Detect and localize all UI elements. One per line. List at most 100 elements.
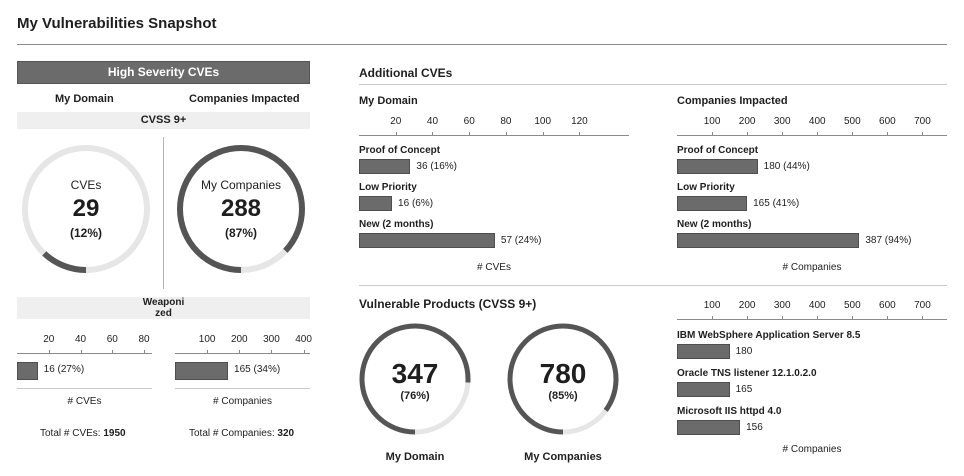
- bar: [677, 382, 730, 397]
- category-label: Oracle TNS listener 12.1.0.2.0: [677, 368, 817, 379]
- x-tick-mark: [747, 316, 749, 320]
- high-severity-banner: High Severity CVEs: [17, 61, 310, 84]
- x-tick-label: 600: [879, 300, 896, 311]
- x-tick-label: 80: [500, 116, 512, 127]
- x-axis-line: [677, 135, 947, 136]
- x-tick-label: 300: [773, 116, 791, 127]
- x-tick-label: 400: [808, 300, 826, 311]
- x-axis-line: [677, 319, 947, 320]
- donut-cves-value: 29: [72, 195, 100, 222]
- donut-products-domain-arc: [359, 323, 471, 435]
- x-tick-label: 300: [773, 300, 791, 311]
- x-tick-mark: [395, 132, 397, 136]
- x-tick-mark: [817, 132, 819, 136]
- additional-my-domain-title: My Domain: [359, 95, 418, 107]
- x-tick-label: 60: [463, 116, 475, 127]
- additional-companies-title: Companies Impacted: [677, 95, 788, 107]
- category-label: Low Priority: [677, 182, 735, 193]
- x-tick-mark: [112, 350, 114, 354]
- weap-companies-axis-label: # Companies: [213, 396, 272, 407]
- bar: [677, 159, 758, 174]
- additional-domain-chart: 20 40 60 80 100 120 Proof of Concept 36 (16%) Lo…: [359, 116, 629, 256]
- x-tick-label: 500: [843, 300, 861, 311]
- bar: [175, 362, 229, 380]
- x-tick-label: 80: [138, 334, 150, 345]
- x-tick-mark: [782, 316, 784, 320]
- donut-companies-pct: (87%): [224, 226, 257, 240]
- donut-products-domain: [359, 323, 471, 435]
- x-tick-mark: [712, 132, 714, 136]
- weaponized-band-line1: Weaponi: [142, 297, 185, 308]
- x-tick-label: 60: [106, 334, 118, 345]
- x-tick-label: 400: [808, 116, 826, 127]
- x-tick-mark: [271, 350, 273, 354]
- category-label: IBM WebSphere Application Server 8.5: [677, 330, 861, 341]
- category-label: Microsoft IIS httpd 4.0: [677, 406, 782, 417]
- x-tick-mark: [48, 350, 50, 354]
- x-tick-mark: [922, 316, 924, 320]
- x-tick-label: 100: [534, 116, 552, 127]
- x-tick-mark: [303, 350, 305, 354]
- donut-companies-value: 288: [220, 195, 262, 222]
- total-cves: Total # CVEs: 1950: [40, 428, 126, 439]
- donut-products-companies: [507, 323, 619, 435]
- products-companies-pct: (85%): [548, 390, 578, 402]
- products-domain-pct: (76%): [400, 390, 430, 402]
- bar-data-label: 165 (34%): [234, 364, 281, 375]
- category-label: New (2 months): [359, 219, 434, 230]
- donut-divider: [163, 137, 164, 289]
- total-cves-value: 1950: [103, 428, 126, 439]
- x-tick-label: 120: [571, 116, 588, 127]
- additional-domain-axis-label: # CVEs: [477, 262, 511, 273]
- x-tick-mark: [144, 350, 146, 354]
- donut-cves-label: CVEs: [70, 178, 102, 192]
- category-label: New (2 months): [677, 219, 752, 230]
- x-tick-mark: [887, 316, 889, 320]
- bar: [677, 344, 730, 359]
- x-tick-mark: [852, 132, 854, 136]
- x-tick-label: 100: [703, 300, 721, 311]
- page-title: My Vulnerabilities Snapshot: [17, 15, 217, 32]
- products-axis-label: # Companies: [782, 444, 842, 455]
- bar: [359, 233, 495, 248]
- x-axis-line: [359, 135, 629, 136]
- x-tick-label: 100: [198, 334, 216, 345]
- x-tick-mark: [922, 132, 924, 136]
- vulnerable-products-title: Vulnerable Products (CVSS 9+): [359, 297, 537, 311]
- weaponized-band: Weaponi zed: [17, 297, 310, 319]
- x-axis-bottom-line: [17, 388, 152, 389]
- x-tick-mark: [80, 350, 82, 354]
- donut-companies: [177, 145, 305, 273]
- x-tick-label: 700: [914, 116, 931, 127]
- products-divider: [359, 285, 947, 286]
- bar-data-label: 16 (27%): [43, 364, 85, 375]
- bar-data-label: 36 (16%): [416, 161, 457, 172]
- x-tick-mark: [239, 350, 241, 354]
- cvss-band: CVSS 9+: [17, 112, 310, 129]
- bar-data-label: 180 (44%): [763, 161, 810, 172]
- x-tick-label: 100: [703, 116, 721, 127]
- products-companies-caption: My Companies: [524, 451, 602, 463]
- weaponized-companies-chart: 100 200 300 400 165 (34%): [175, 334, 312, 394]
- x-tick-mark: [712, 316, 714, 320]
- x-tick-label: 600: [879, 116, 896, 127]
- hs-col-my-domain: My Domain: [55, 93, 114, 105]
- x-axis-bottom-line: [175, 388, 310, 389]
- total-companies: Total # Companies: 320: [189, 428, 294, 439]
- x-tick-mark: [207, 350, 209, 354]
- header-divider: [17, 44, 947, 45]
- bar: [677, 196, 748, 211]
- donut-cves-arc: [22, 145, 150, 273]
- x-tick-mark: [782, 132, 784, 136]
- bar-data-label: 16 (6%): [398, 198, 434, 209]
- bar-data-label: 57 (24%): [500, 235, 542, 246]
- x-tick-mark: [469, 132, 471, 136]
- x-tick-label: 40: [426, 116, 439, 127]
- total-companies-value: 320: [277, 428, 295, 439]
- bar: [677, 420, 741, 435]
- category-label: Low Priority: [359, 182, 417, 193]
- additional-divider: [359, 84, 947, 85]
- additional-companies-axis-label: # Companies: [782, 262, 842, 273]
- donut-companies-label: My Companies: [200, 178, 282, 192]
- x-tick-label: 500: [843, 116, 861, 127]
